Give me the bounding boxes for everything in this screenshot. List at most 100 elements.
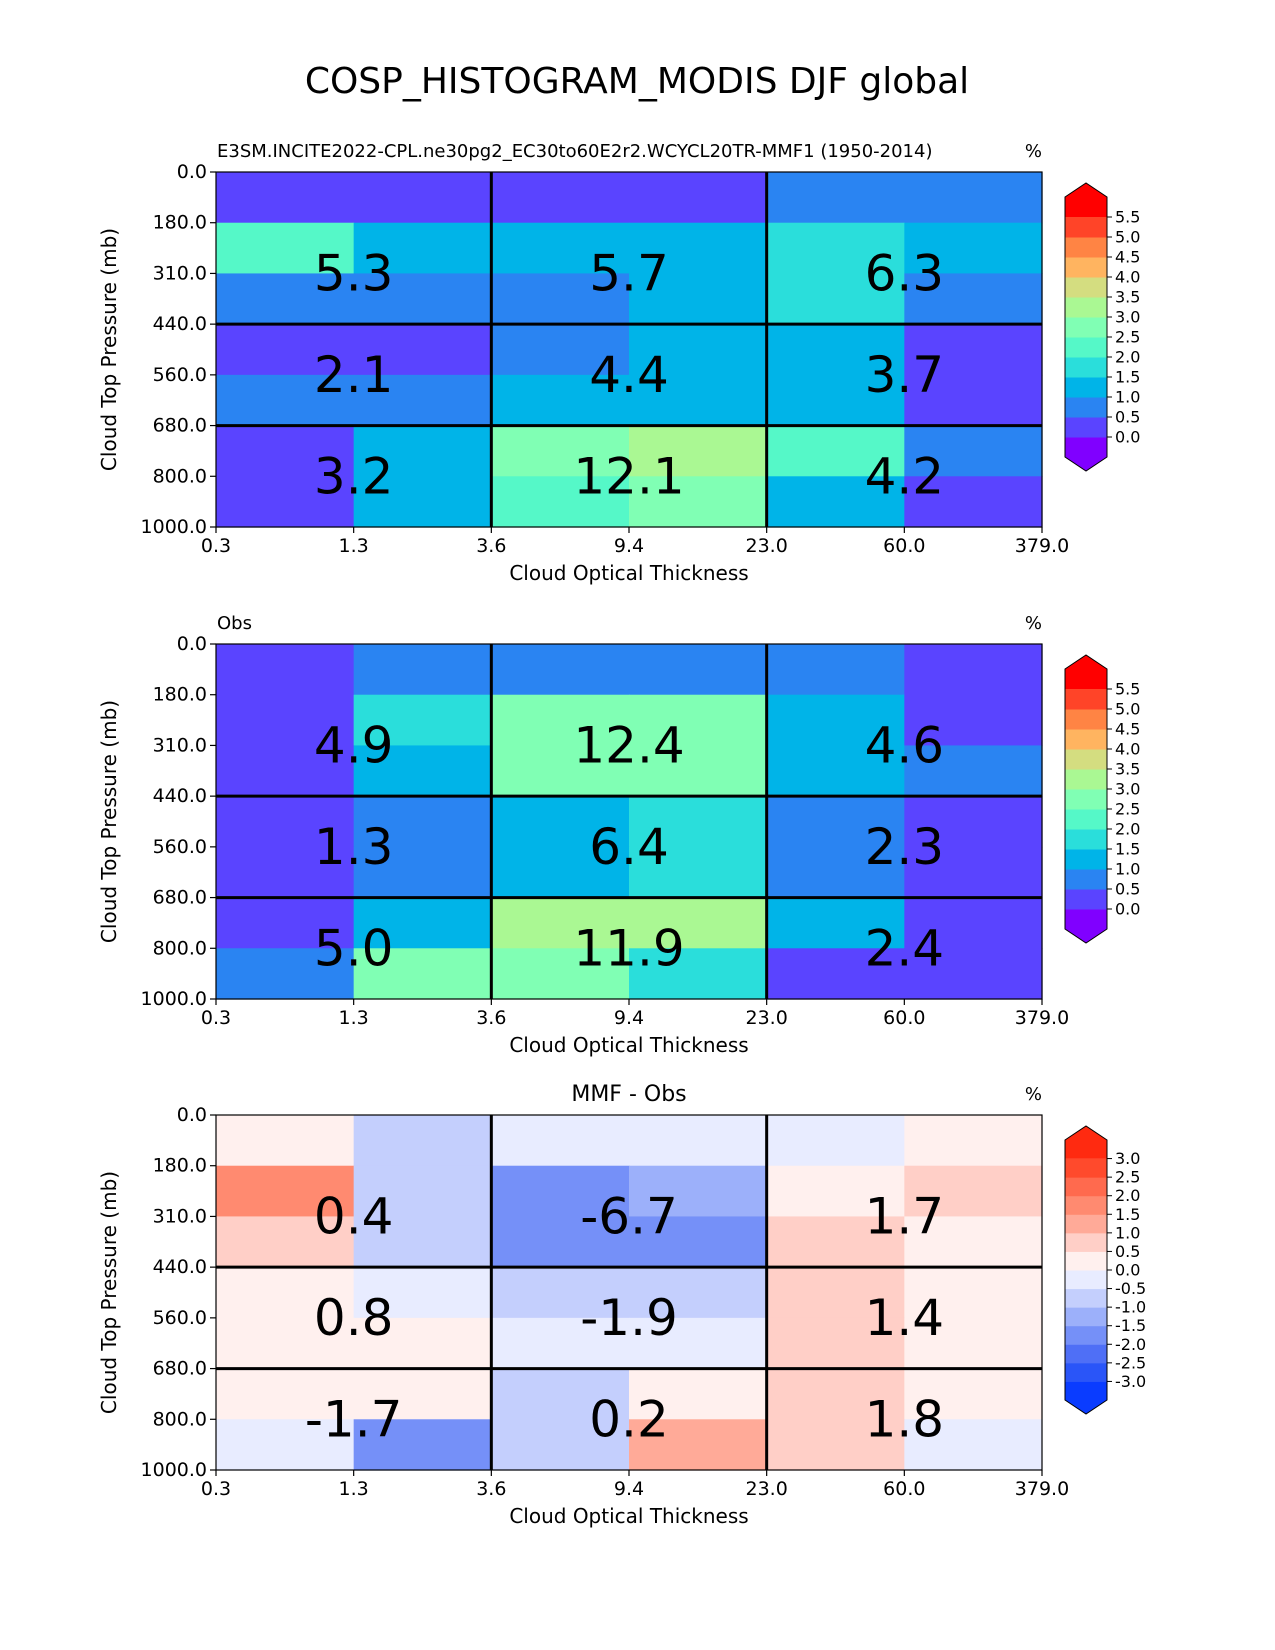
- colorbar-segment: [1065, 749, 1107, 770]
- colorbar-tick-label: -0.5: [1115, 1279, 1146, 1298]
- colorbar-tick-label: 0.5: [1115, 880, 1140, 899]
- x-tick-label: 379.0: [1015, 535, 1069, 557]
- colorbar-segment: [1065, 397, 1107, 418]
- y-tick-label: 680.0: [153, 887, 207, 909]
- colorbar-tick-label: -1.5: [1115, 1316, 1146, 1335]
- group-sum-label: 11.9: [573, 919, 684, 977]
- heatmap-cell: [766, 644, 905, 696]
- heatmap-cell: [491, 273, 630, 325]
- y-tick-label: 560.0: [153, 364, 207, 386]
- colorbar-extend-max: [1065, 655, 1107, 689]
- panel-2: 4.9 12.4 4.6 1.3 6.4 2.3 5.0 11.9 2.4 0.3 1.3 3.6 9.…: [97, 613, 1140, 1057]
- colorbar-segment: [1065, 829, 1107, 850]
- heatmap-cell: [216, 846, 355, 899]
- heatmap-cell: [904, 273, 1043, 325]
- heatmap-cell: [491, 1267, 630, 1319]
- heatmap-cell: [353, 796, 492, 848]
- heatmap-cell: [491, 476, 630, 528]
- heatmap-cell: [904, 324, 1043, 376]
- colorbar-tick-label: 4.0: [1115, 268, 1140, 287]
- y-tick-label: 0.0: [177, 161, 207, 183]
- colorbar-tick-label: 3.5: [1115, 760, 1140, 779]
- heatmap-cell: [766, 324, 905, 376]
- colorbar-segment: [1065, 889, 1107, 910]
- heatmap-cell: [629, 745, 768, 797]
- y-tick-label: 0.0: [177, 1104, 207, 1126]
- colorbar-tick-label: 5.5: [1115, 680, 1140, 699]
- colorbar-segment: [1065, 1288, 1107, 1308]
- colorbar-segment: [1065, 297, 1107, 318]
- colorbar-segment: [1065, 1251, 1107, 1271]
- group-sum-label: 4.2: [865, 447, 945, 505]
- group-sum-label: 0.4: [314, 1187, 394, 1245]
- colorbar-segment: [1065, 1232, 1107, 1252]
- group-sum-label: 1.3: [314, 818, 394, 876]
- colorbar-segment: [1065, 277, 1107, 298]
- heatmap-cell: [904, 1419, 1043, 1471]
- heatmap-cell: [353, 745, 492, 797]
- y-tick-label: 800.0: [153, 1408, 207, 1430]
- x-tick-label: 3.6: [476, 1478, 506, 1500]
- heatmap-cell: [353, 1419, 492, 1471]
- colorbar-tick-label: 1.0: [1115, 1223, 1140, 1242]
- heatmap-cell: [766, 1216, 905, 1268]
- heatmap-cell: [904, 1216, 1043, 1268]
- group-sum-label: 0.2: [589, 1390, 669, 1448]
- colorbar-segment: [1065, 1177, 1107, 1197]
- heatmap-cell: [491, 694, 630, 747]
- heatmap-cell: [904, 374, 1043, 427]
- heatmap-cell: [216, 222, 355, 275]
- heatmap-cell: [766, 425, 905, 477]
- heatmap-cell: [491, 1317, 630, 1370]
- heatmap-cell: [216, 1368, 355, 1420]
- heatmap-cell: [491, 796, 630, 848]
- colorbar-tick-label: 2.0: [1115, 820, 1140, 839]
- colorbar-tick-label: -3.0: [1115, 1372, 1146, 1391]
- group-sum-label: -6.7: [580, 1187, 678, 1245]
- heatmap-cell: [353, 273, 492, 325]
- group-sum-label: 12.1: [573, 447, 684, 505]
- colorbar-tick-label: 0.0: [1115, 1261, 1140, 1280]
- x-tick-label: 3.6: [476, 535, 506, 557]
- colorbar-tick-label: 4.5: [1115, 720, 1140, 739]
- heatmap-cell: [629, 694, 768, 747]
- colorbar-segment: [1065, 257, 1107, 278]
- colorbar-tick-label: 3.5: [1115, 288, 1140, 307]
- colorbar-tick-label: 1.5: [1115, 840, 1140, 859]
- heatmap-cell: [491, 172, 630, 224]
- x-tick-label: 0.3: [201, 1478, 231, 1500]
- group-sum-label: 1.7: [865, 1187, 945, 1245]
- x-tick-label: 60.0: [883, 1007, 925, 1029]
- group-sum-label: -1.9: [580, 1289, 678, 1347]
- group-sum-label: 5.3: [314, 244, 394, 302]
- heatmap-cell: [353, 897, 492, 949]
- panel-units: %: [1025, 141, 1042, 162]
- heatmap-cell: [766, 1317, 905, 1370]
- colorbar-tick-label: -2.0: [1115, 1335, 1146, 1354]
- colorbar-segment: [1065, 1325, 1107, 1345]
- colorbar-outline: [1064, 1125, 1108, 1415]
- heatmap-cell: [629, 1115, 768, 1167]
- heatmap-cell: [904, 846, 1043, 899]
- panel-3: 0.4 -6.7 1.7 0.8 -1.9 1.4 -1.7 0.2 1.8 0.3 1.3 3.6 9…: [97, 1082, 1146, 1528]
- heatmap-cell: [216, 745, 355, 797]
- heatmap-cell: [766, 897, 905, 949]
- x-tick-label: 23.0: [746, 1478, 788, 1500]
- heatmap-cell: [491, 1165, 630, 1218]
- y-tick-label: 680.0: [153, 1358, 207, 1380]
- heatmap-cell: [491, 1115, 630, 1167]
- heatmap-cell: [353, 374, 492, 427]
- panel-title-left: E3SM.INCITE2022-CPL.ne30pg2_EC30to60E2r2…: [217, 141, 932, 162]
- x-tick-label: 9.4: [614, 1007, 644, 1029]
- y-tick-label: 440.0: [153, 785, 207, 807]
- colorbar-tick-label: 0.0: [1115, 428, 1140, 447]
- y-tick-label: 310.0: [153, 1205, 207, 1227]
- heatmap-cell: [353, 644, 492, 696]
- colorbar-tick-label: -1.0: [1115, 1298, 1146, 1317]
- group-sum-label: 2.1: [314, 346, 394, 404]
- heatmap-cell: [766, 948, 905, 1000]
- heatmap-cell: [766, 846, 905, 899]
- colorbar-segment: [1065, 337, 1107, 358]
- heatmap-cell: [216, 172, 355, 224]
- heatmap-cell: [216, 644, 355, 696]
